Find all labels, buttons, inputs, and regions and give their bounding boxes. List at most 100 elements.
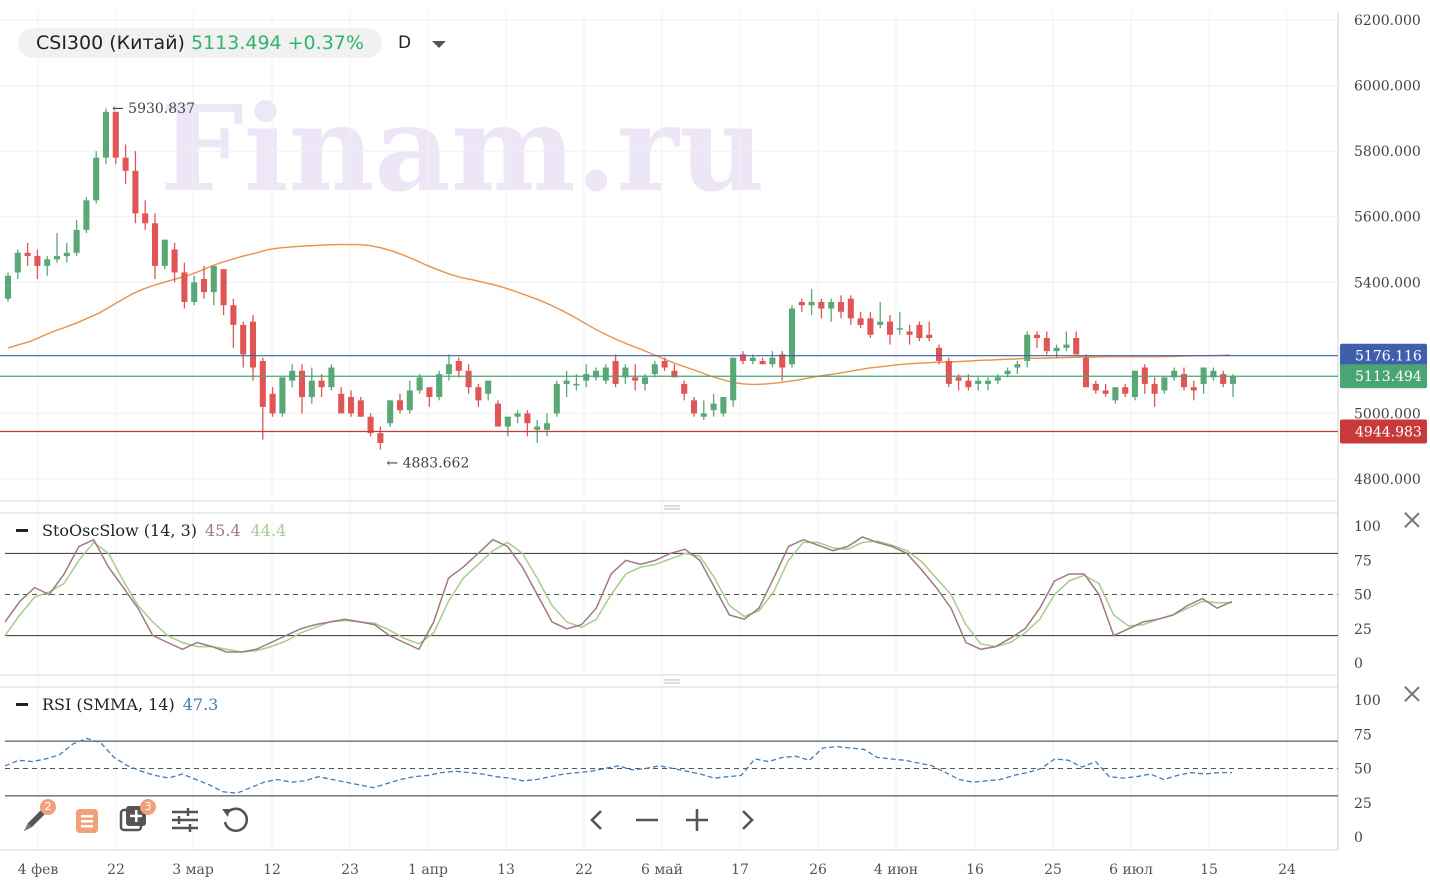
y-tick-label: 0 — [1354, 656, 1363, 672]
candle-body — [1063, 344, 1070, 348]
x-tick-label: 12 — [263, 862, 281, 878]
stochastic-panel: 100 75 50 25 0 — [4, 519, 1381, 672]
candle-body — [1102, 390, 1109, 394]
candle-body — [534, 426, 541, 430]
rsi-value: 47.3 — [182, 695, 219, 714]
stochastic-k-value: 45.4 — [205, 521, 241, 540]
candle-body — [34, 256, 41, 266]
y-tick-label: 5600.000 — [1354, 210, 1421, 226]
y-tick-label: 5400.000 — [1354, 275, 1421, 291]
close-rsi-icon[interactable] — [1404, 686, 1420, 702]
candle-body — [563, 380, 570, 384]
moving-average-layer — [7, 243, 1231, 386]
candle-body — [690, 400, 698, 414]
watermark: Finam.ru — [160, 79, 765, 218]
candle-body — [426, 387, 433, 398]
chevron-down-icon[interactable] — [432, 41, 446, 48]
candle-body — [837, 301, 845, 312]
candle-body — [710, 403, 717, 411]
y-tick-label: 50 — [1354, 588, 1372, 604]
candle-body — [622, 367, 629, 378]
ma-line — [7, 243, 1231, 386]
chevron-left-icon[interactable] — [582, 805, 612, 835]
candle-body — [553, 383, 560, 414]
zoom-in-icon[interactable] — [682, 805, 712, 835]
candle-body — [886, 321, 894, 335]
candle-body — [445, 364, 453, 375]
candle-body — [171, 249, 178, 273]
candle-body — [749, 357, 756, 361]
candle-body — [906, 331, 913, 335]
candle-body — [475, 387, 482, 401]
candle-body — [798, 301, 805, 306]
candle-body — [436, 374, 443, 398]
candle-body — [720, 397, 727, 414]
candle-body — [759, 360, 766, 365]
y-tick-label: 4800.000 — [1354, 472, 1421, 488]
symbol-name: CSI300 (Китай) — [36, 32, 185, 54]
candle-body — [53, 256, 61, 260]
pencil-icon[interactable] — [18, 803, 52, 837]
y-tick-label: 25 — [1354, 622, 1372, 638]
x-tick-label: 15 — [1200, 862, 1218, 878]
rsi-title: RSI (SMMA, 14) — [42, 695, 175, 714]
close-stochastic-icon[interactable] — [1404, 512, 1420, 528]
candle-body — [14, 252, 21, 273]
price-change: +0.37% — [287, 32, 364, 54]
y-tick-label: 75 — [1354, 727, 1372, 743]
candle-body — [465, 370, 472, 388]
y-tick-label: 75 — [1354, 553, 1372, 569]
timeframe-label[interactable]: D — [398, 33, 412, 53]
candle-body — [612, 360, 619, 384]
candle-body — [975, 380, 982, 384]
candle-body — [494, 403, 502, 427]
candle-body — [543, 423, 551, 430]
candle-body — [1073, 338, 1080, 355]
candles-layer: ← 5930.837 ← 4883.662 — [4, 101, 1237, 472]
last-price: 5113.494 — [190, 32, 282, 54]
candle-body — [367, 416, 374, 434]
candle-body — [396, 400, 404, 411]
chevron-right-icon[interactable] — [732, 805, 762, 835]
candle-body — [406, 390, 413, 411]
high-annotation: ← 5930.837 — [112, 101, 195, 117]
candle-body — [63, 252, 70, 257]
candle-body — [945, 360, 952, 384]
reset-icon[interactable] — [218, 803, 252, 837]
candle-body — [455, 360, 462, 371]
candle-body — [1210, 370, 1217, 378]
candle-body — [592, 370, 600, 378]
candle-body — [808, 301, 815, 306]
candle-body — [83, 200, 90, 230]
candle-body — [739, 354, 747, 361]
candle-body — [142, 213, 149, 224]
price-tag-label: 4944.983 — [1355, 424, 1422, 440]
candle-body — [700, 413, 707, 417]
candle-body — [1112, 387, 1119, 401]
list-icon[interactable] — [70, 803, 104, 837]
candle-body — [514, 413, 521, 417]
candle-body — [877, 321, 884, 325]
candle-body — [1014, 364, 1021, 368]
candle-body — [1151, 383, 1158, 394]
chart-axes: 6200.000 6000.000 5800.000 5600.000 5400.000… — [1354, 13, 1421, 488]
y-tick-label: 50 — [1354, 762, 1372, 778]
candle-body — [1161, 377, 1168, 391]
candle-body — [935, 347, 943, 361]
x-tick-label: 22 — [575, 862, 593, 878]
x-tick-label: 4 фев — [18, 862, 59, 878]
settings-sliders-icon[interactable] — [168, 803, 202, 837]
collapse-dash-icon[interactable] — [16, 703, 28, 706]
candle-body — [573, 383, 580, 386]
candle-body — [504, 416, 511, 427]
collapse-dash-icon[interactable] — [16, 529, 28, 532]
candle-body — [132, 170, 139, 214]
candle-body — [779, 354, 786, 368]
candle-body — [1229, 376, 1237, 384]
candle-body — [651, 364, 658, 375]
price-tag-label: 5113.494 — [1355, 369, 1422, 385]
zoom-out-icon[interactable] — [632, 805, 662, 835]
x-tick-label: 13 — [497, 862, 515, 878]
ticker-pill[interactable]: CSI300 (Китай) 5113.494 +0.37% — [18, 28, 382, 58]
y-tick-label: 25 — [1354, 796, 1372, 812]
